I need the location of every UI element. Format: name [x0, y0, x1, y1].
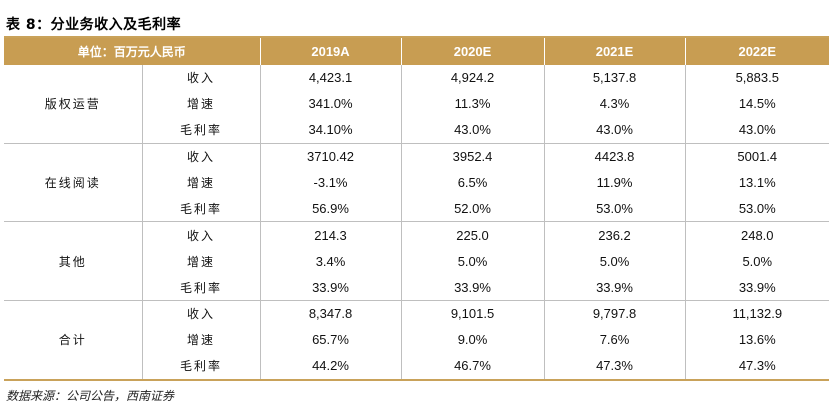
table-cell: 341.0%	[259, 90, 402, 117]
table-cell: 33.9%	[400, 274, 545, 301]
table-cell: 9,797.8	[543, 300, 686, 327]
segment-label-total: 合计	[4, 300, 142, 379]
table-cell: 44.2%	[259, 352, 402, 379]
table-cell: 52.0%	[400, 195, 545, 222]
table-cell: 14.5%	[684, 90, 830, 117]
table-cell: 43.0%	[543, 116, 686, 144]
table-cell: 3.4%	[259, 248, 402, 275]
table-row: 增速 -3.1% 6.5% 11.9% 13.1%	[4, 169, 830, 196]
year-header-2021e: 2021E	[543, 38, 686, 65]
table-cell: 33.9%	[684, 274, 830, 301]
segment-label-online-reading: 在线阅读	[4, 142, 142, 222]
segment-label-copyright: 版权运营	[44, 97, 101, 112]
table-cell: 43.0%	[400, 116, 545, 144]
table-cell: 11.9%	[543, 169, 686, 196]
table-cell: 53.0%	[684, 195, 830, 222]
table-cell: 46.7%	[400, 352, 545, 379]
table-row: 增速 3.4% 5.0% 5.0% 5.0%	[4, 248, 830, 275]
table-cell: 9,101.5	[400, 300, 545, 327]
table-cell: 11.3%	[400, 90, 545, 117]
table-cell: 4423.8	[543, 142, 686, 170]
header-row: 单位：百万元人民币 2019A 2020E 2021E 2022E	[4, 38, 830, 65]
table-cell: 4.3%	[543, 90, 686, 117]
table-cell: 13.1%	[684, 169, 830, 196]
table-cell: -3.1%	[259, 169, 402, 196]
table-cell: 9.0%	[400, 326, 545, 353]
source-note: 数据来源：公司公告，西南证券	[6, 389, 175, 403]
metric-label: 毛利率	[141, 274, 261, 301]
table-row: 毛利率 33.9% 33.9% 33.9% 33.9%	[4, 274, 830, 301]
table-cell: 5001.4	[684, 142, 830, 170]
metric-label: 毛利率	[141, 195, 261, 222]
table-cell: 47.3%	[684, 352, 830, 379]
table-cell: 214.3	[259, 221, 402, 249]
top-rule	[4, 36, 829, 38]
table-row: 毛利率 44.2% 46.7% 47.3% 47.3%	[4, 352, 830, 379]
metric-label: 收入	[141, 142, 261, 170]
unit-header: 单位：百万元人民币	[4, 38, 261, 65]
table-cell: 13.6%	[684, 326, 830, 353]
table-cell: 33.9%	[543, 274, 686, 301]
metric-label: 毛利率	[141, 352, 261, 379]
table-row: 毛利率 34.10% 43.0% 43.0% 43.0%	[4, 116, 830, 144]
table-row: 其他 收入 214.3 225.0 236.2 248.0	[4, 221, 830, 301]
metric-label: 增速	[141, 169, 261, 196]
table-row: 增速 65.7% 9.0% 7.6% 13.6%	[4, 326, 830, 353]
table-row: 增速 341.0% 11.3% 4.3% 14.5%	[4, 90, 830, 117]
metric-label: 收入	[141, 221, 261, 249]
table-row: 毛利率 56.9% 52.0% 53.0% 53.0%	[4, 195, 830, 222]
table-cell: 43.0%	[684, 116, 830, 144]
table-cell: 5,137.8	[543, 65, 686, 91]
table-cell: 5.0%	[543, 248, 686, 275]
table-cell: 11,132.9	[684, 300, 830, 327]
table-cell: 6.5%	[400, 169, 545, 196]
table-cell: 4,924.2	[400, 65, 545, 91]
bottom-rule	[4, 379, 829, 381]
metric-label: 增速	[141, 248, 261, 275]
metric-label: 增速	[141, 90, 261, 117]
table-row: 合计 收入 8,347.8 9,101.5 9,797.8 11,132.9	[4, 300, 830, 379]
year-header-2022e: 2022E	[684, 38, 830, 65]
table-cell: 5.0%	[400, 248, 545, 275]
metric-label: 收入	[141, 65, 261, 91]
table-row: 版权运营 收入 4,423.1 4,924.2 5,137.8 5,883.5	[4, 65, 830, 111]
table-cell: 5.0%	[684, 248, 830, 275]
table-cell: 7.6%	[543, 326, 686, 353]
table-cell: 8,347.8	[259, 300, 402, 327]
table-cell: 4,423.1	[259, 65, 402, 91]
table-row: 在线阅读 收入 3710.42 3952.4 4423.8 5001.4	[4, 142, 830, 222]
metric-label: 毛利率	[141, 116, 261, 144]
table-cell: 33.9%	[259, 274, 402, 301]
table-cell: 56.9%	[259, 195, 402, 222]
table-cell: 225.0	[400, 221, 545, 249]
table-cell: 53.0%	[543, 195, 686, 222]
year-header-2019a: 2019A	[259, 38, 402, 65]
segment-label-other: 其他	[4, 221, 142, 301]
metric-label: 增速	[141, 326, 261, 353]
year-header-2020e: 2020E	[400, 38, 545, 65]
table-cell: 5,883.5	[684, 65, 830, 91]
table-cell: 34.10%	[259, 116, 402, 144]
table-cell: 47.3%	[543, 352, 686, 379]
table-cell: 3952.4	[400, 142, 545, 170]
table-cell: 236.2	[543, 221, 686, 249]
metric-label: 收入	[141, 300, 261, 327]
table-cell: 65.7%	[259, 326, 402, 353]
table-title: 表 8：分业务收入及毛利率	[6, 17, 182, 33]
table-cell: 248.0	[684, 221, 830, 249]
table-cell: 3710.42	[259, 142, 402, 170]
revenue-margin-table: 单位：百万元人民币 2019A 2020E 2021E 2022E 版权运营 收…	[4, 38, 830, 379]
